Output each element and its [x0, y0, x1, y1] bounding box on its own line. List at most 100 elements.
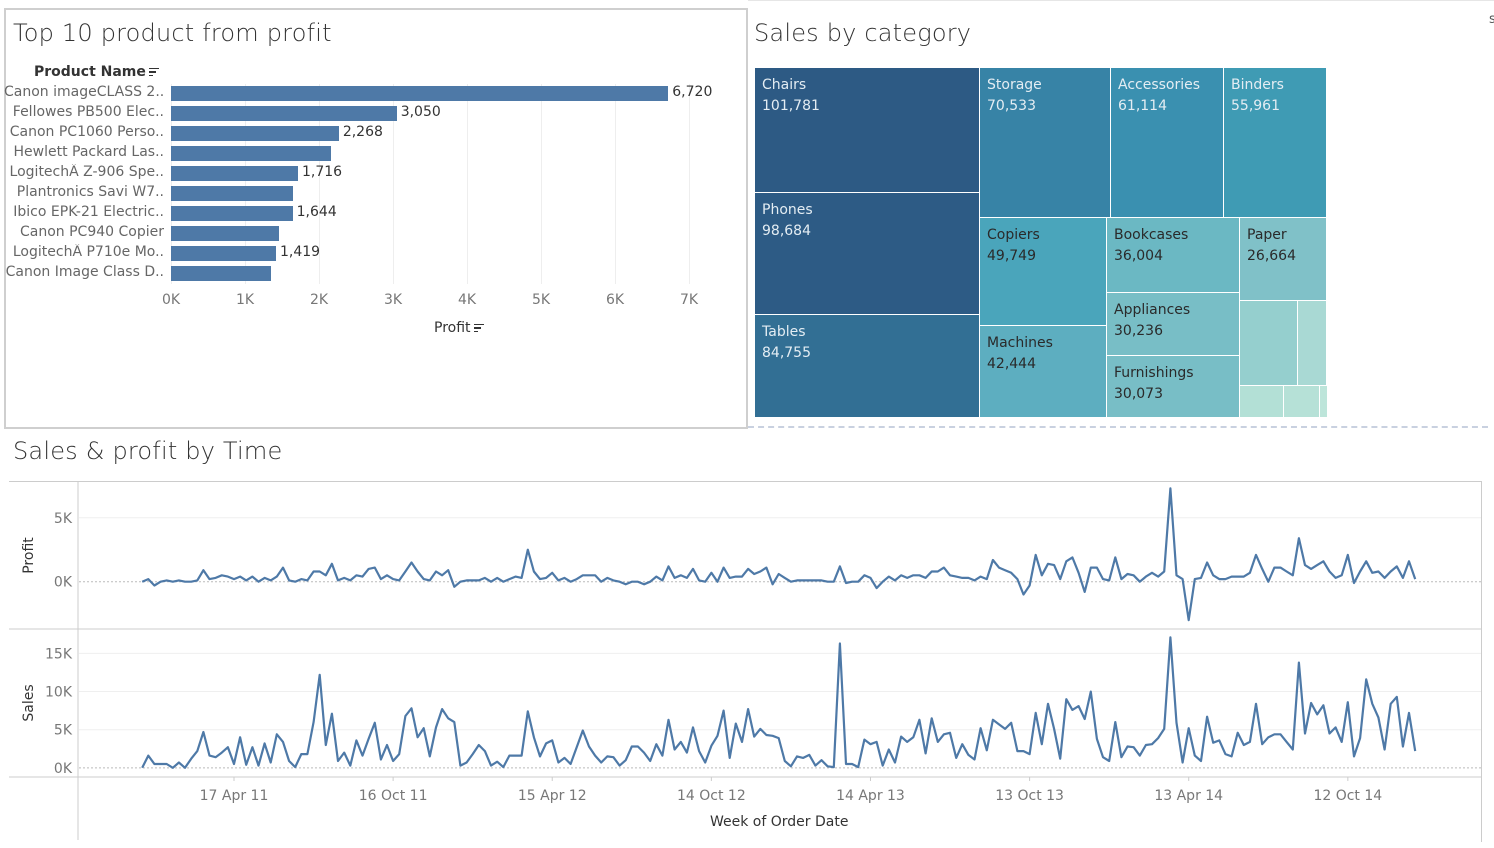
product-name-label[interactable]: LogitechÂ Z-906 Spe..: [9, 164, 164, 180]
product-name-label[interactable]: Hewlett Packard Las..: [13, 144, 164, 160]
treemap-cell-small[interactable]: [1298, 301, 1327, 386]
x-tick-label: 14 Oct 12: [677, 788, 746, 804]
product-name-label[interactable]: Canon Image Class D..: [5, 264, 164, 280]
treemap-cell-accessories[interactable]: Accessories 61,114: [1111, 68, 1224, 218]
dashboard-divider: [748, 426, 1488, 428]
profit-bar[interactable]: [171, 126, 339, 141]
gridline: [467, 84, 468, 284]
category-name: Accessories: [1118, 77, 1201, 93]
treemap-cell-chairs[interactable]: Chairs 101,781: [755, 68, 980, 193]
gridline: [541, 84, 542, 284]
treemap-cell-storage[interactable]: Storage 70,533: [980, 68, 1111, 218]
x-tick-label: 0K: [162, 292, 181, 308]
treemap-cell-bookcases[interactable]: Bookcases 36,004: [1107, 218, 1240, 293]
sales-line[interactable]: [141, 636, 1417, 769]
x-tick-label: 16 Oct 11: [359, 788, 428, 804]
category-name: Phones: [762, 202, 813, 218]
x-tick-label: 12 Oct 14: [1313, 788, 1382, 804]
category-name: Bookcases: [1114, 227, 1189, 243]
bar-value-label: 1,716: [301, 164, 343, 180]
category-sales: 55,961: [1231, 98, 1280, 114]
x-tick-label: 2K: [310, 292, 329, 308]
profit-bar[interactable]: [171, 246, 276, 261]
category-name: Paper: [1247, 227, 1287, 243]
profit-bar[interactable]: [171, 166, 298, 181]
profit-bar[interactable]: [171, 106, 397, 121]
category-name: Chairs: [762, 77, 807, 93]
top-divider: [748, 0, 1494, 1]
x-tick-label: 3K: [384, 292, 403, 308]
category-sales: 84,755: [762, 345, 811, 361]
x-tick-label: 14 Apr 13: [836, 788, 905, 804]
y-tick-label: 0K: [54, 761, 73, 777]
x-tick-label: 13 Oct 13: [995, 788, 1064, 804]
bar-value-label: 1,644: [296, 204, 337, 220]
bar-value-label: 6,720: [672, 84, 713, 100]
profit-axis-title[interactable]: Profit: [434, 320, 484, 336]
y-axis-title-profit: Profit: [21, 537, 37, 574]
x-tick-label: 6K: [606, 292, 625, 308]
product-name-label[interactable]: Canon imageCLASS 2..: [4, 84, 164, 100]
treemap-cell-paper[interactable]: Paper 26,664: [1240, 218, 1327, 301]
top-products-panel: [4, 8, 748, 429]
x-tick-label: 1K: [236, 292, 255, 308]
category-name: Furnishings: [1114, 365, 1194, 381]
x-tick-label: 7K: [680, 292, 699, 308]
treemap-cell-small[interactable]: [1284, 386, 1320, 418]
treemap-cell-small[interactable]: [1240, 386, 1284, 418]
category-sales: 30,073: [1114, 386, 1163, 402]
product-name-label[interactable]: Plantronics Savi W7..: [16, 184, 164, 200]
product-name-label[interactable]: Canon PC1060 Perso..: [9, 124, 164, 140]
category-name: Copiers: [987, 227, 1040, 243]
gridline: [245, 84, 246, 284]
profit-axis-title-label: Profit: [434, 320, 471, 336]
profit-bar[interactable]: [171, 266, 271, 281]
product-name-label[interactable]: Fellowes PB500 Elec..: [12, 104, 164, 120]
category-sales: 26,664: [1247, 248, 1296, 264]
y-tick-label: 5K: [54, 511, 73, 527]
category-name: Appliances: [1114, 302, 1191, 318]
treemap-cell-small[interactable]: [1320, 386, 1328, 418]
profit-bar[interactable]: [171, 226, 280, 241]
treemap-cell-machines[interactable]: Machines 42,444: [980, 326, 1107, 418]
treemap-cell-appliances[interactable]: Appliances 30,236: [1107, 293, 1240, 356]
treemap-cell-copiers[interactable]: Copiers 49,749: [980, 218, 1107, 326]
x-tick-label: 5K: [532, 292, 551, 308]
y-tick-label: 15K: [45, 646, 73, 662]
sort-icon[interactable]: [473, 323, 484, 333]
profit-bar[interactable]: [171, 186, 294, 201]
profit-bar[interactable]: [171, 206, 293, 221]
profit-line[interactable]: [141, 487, 1417, 622]
gridline: [689, 84, 690, 284]
product-name-label[interactable]: LogitechÂ P710e Mo..: [12, 244, 164, 260]
category-sales: 98,684: [762, 223, 811, 239]
x-tick-label: 17 Apr 11: [200, 788, 269, 804]
treemap-cell-phones[interactable]: Phones 98,684: [755, 193, 980, 315]
product-name-header[interactable]: Product Name: [34, 64, 159, 80]
product-name-label[interactable]: Ibico EPK-21 Electric..: [13, 204, 164, 220]
category-name: Storage: [987, 77, 1042, 93]
gridline: [615, 84, 616, 284]
treemap-cell-small[interactable]: [1240, 301, 1298, 386]
category-sales: 61,114: [1118, 98, 1167, 114]
bar-value-label: 1,419: [280, 244, 321, 260]
category-sales: 42,444: [987, 356, 1036, 372]
profit-bar[interactable]: [171, 146, 331, 161]
sort-descending-icon[interactable]: [148, 67, 159, 77]
treemap-cell-binders[interactable]: Binders 55,961: [1224, 68, 1327, 218]
product-name-header-label: Product Name: [34, 64, 146, 80]
y-tick-label: 5K: [54, 723, 73, 739]
x-axis-title: Week of Order Date: [710, 814, 849, 830]
gridline: [393, 84, 394, 284]
category-name: Tables: [762, 324, 806, 340]
treemap-cell-tables[interactable]: Tables 84,755: [755, 315, 980, 418]
x-tick-label: 13 Apr 14: [1154, 788, 1223, 804]
category-name: Binders: [1231, 77, 1284, 93]
treemap-cell-furnishings[interactable]: Furnishings 30,073: [1107, 356, 1240, 418]
sales-by-category-title: Sales by category: [754, 19, 972, 47]
category-sales: 30,236: [1114, 323, 1163, 339]
product-name-label[interactable]: Canon PC940 Copier: [20, 224, 164, 240]
profit-bar[interactable]: [171, 86, 669, 101]
category-sales: 49,749: [987, 248, 1036, 264]
